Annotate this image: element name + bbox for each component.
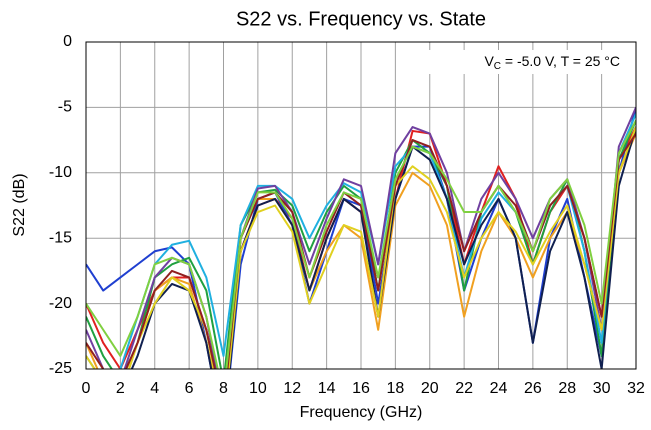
x-tick-label: 32: [627, 380, 645, 397]
x-tick-label: 12: [283, 380, 301, 397]
series-line: [86, 120, 636, 369]
chart-title: S22 vs. Frequency vs. State: [236, 8, 486, 30]
y-tick-label: -15: [49, 229, 72, 246]
annotation-v: V: [484, 53, 494, 69]
lines: [86, 106, 636, 369]
x-tick-label: 26: [524, 380, 542, 397]
series-line: [86, 133, 636, 369]
y-tick-label: 0: [63, 33, 72, 50]
y-axis-label: S22 (dB): [11, 173, 28, 236]
x-tick-label: 0: [82, 380, 91, 397]
x-tick-label: 10: [249, 380, 267, 397]
plot-frame: [85, 41, 637, 370]
annotation-rest: = -5.0 V, T = 25 °C: [501, 53, 620, 69]
y-tick-label: -20: [49, 295, 72, 312]
annotation: VC = -5.0 V, T = 25 °C: [484, 53, 620, 72]
y-tick-label: -25: [49, 360, 72, 377]
annotation-box: [426, 50, 628, 74]
x-tick-label: 28: [558, 380, 576, 397]
x-tick-label: 30: [593, 380, 611, 397]
x-axis-label: Frequency (GHz): [300, 404, 423, 421]
series-line: [86, 126, 636, 369]
y-tick-label: -5: [58, 99, 72, 116]
annotation-sub: C: [494, 61, 501, 72]
series-line: [86, 126, 636, 369]
y-tick-label: -10: [49, 164, 72, 181]
x-tick-label: 6: [185, 380, 194, 397]
x-tick-label: 2: [116, 380, 125, 397]
x-tick-label: 8: [219, 380, 228, 397]
x-tick-label: 4: [150, 380, 159, 397]
x-tick-label: 24: [490, 380, 508, 397]
x-tick-label: 18: [386, 380, 404, 397]
x-tick-label: 20: [421, 380, 439, 397]
x-tick-label: 22: [455, 380, 473, 397]
series-line: [86, 133, 636, 369]
x-tick-label: 14: [318, 380, 336, 397]
x-tick-label: 16: [352, 380, 370, 397]
